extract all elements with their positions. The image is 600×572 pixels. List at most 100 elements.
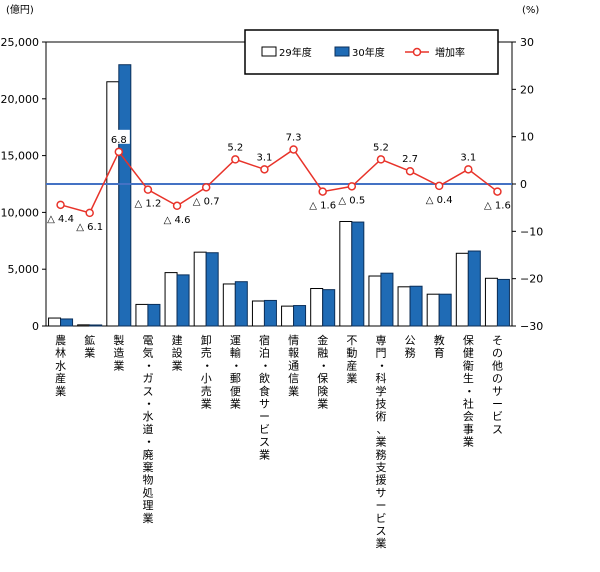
category-char: 食	[259, 384, 270, 398]
category-char: 業	[375, 436, 386, 449]
bar-30-12	[409, 285, 423, 327]
category-char: 便	[230, 385, 241, 398]
bar-30-1	[89, 324, 103, 327]
category-char: 他	[492, 359, 503, 372]
category-char: 農	[55, 333, 66, 347]
rate-label: △ 0.5	[338, 195, 365, 206]
rate-point	[231, 155, 240, 164]
bar-29-3	[135, 303, 149, 327]
rate-point	[143, 185, 153, 194]
category-char: 建	[172, 333, 183, 347]
bar-30-8	[293, 305, 307, 327]
category-char: 売	[201, 347, 212, 360]
category-char: 業	[201, 398, 212, 411]
category-char: ス	[492, 423, 503, 436]
category-char: 業	[346, 372, 357, 385]
category-char: 業	[142, 512, 153, 525]
category-label: 卸売・小売業	[201, 333, 213, 411]
legend-label-30: 30年度	[352, 46, 385, 59]
bar-29-15	[484, 277, 498, 327]
rate-label: 6.8	[111, 135, 127, 146]
category-char: 保	[463, 333, 474, 347]
category-char: 水	[142, 410, 153, 423]
left-axis-unit: (億円)	[6, 3, 34, 16]
bar-29-8	[281, 305, 295, 327]
rate-label: △ 4.4	[47, 214, 74, 225]
category-label: 建設業	[172, 333, 183, 372]
rate-label: △ 0.4	[426, 195, 453, 206]
category-char: 門	[375, 347, 386, 360]
legend: 29年度 30年度 増加率	[244, 29, 499, 75]
category-char: サ	[259, 398, 270, 411]
category-label: 金融・保険業	[317, 333, 329, 411]
bar-30-0	[60, 318, 74, 327]
rate-label: 3.1	[460, 152, 476, 163]
category-char: 宿	[259, 333, 270, 347]
category-char: ス	[375, 525, 386, 538]
category-char: 小	[201, 372, 212, 385]
bar-29-7	[251, 300, 265, 327]
rate-point	[318, 187, 327, 196]
category-char: 輸	[230, 346, 241, 360]
category-char: ・	[318, 359, 329, 372]
category-char: 物	[142, 473, 153, 487]
category-label: 運輸・郵便業	[230, 334, 242, 411]
rate-point	[405, 166, 415, 176]
bar-29-12	[397, 286, 411, 327]
category-char: ・	[202, 359, 213, 372]
category-char: ・	[376, 359, 387, 372]
left-tick-label: 10,000	[1, 206, 40, 219]
legend-label-29: 29年度	[279, 46, 312, 59]
category-char: ・	[143, 398, 154, 411]
right-tick-label: −30	[520, 320, 543, 333]
category-label: 公務	[405, 334, 416, 360]
category-char: 融	[317, 347, 328, 360]
bar-30-13	[438, 293, 452, 327]
rate-point	[493, 187, 502, 196]
category-char: 業	[172, 359, 183, 372]
category-char: 業	[375, 537, 386, 550]
left-tick-label: 5,000	[8, 263, 40, 276]
category-char: 信	[288, 372, 299, 385]
category-char: 務	[405, 346, 416, 360]
category-char: 気	[142, 346, 153, 360]
category-char: サ	[375, 486, 386, 499]
category-char: 公	[405, 334, 416, 347]
rate-point	[56, 200, 65, 210]
category-char: 社	[463, 397, 474, 411]
category-char: 生	[463, 371, 474, 385]
rate-point	[376, 155, 386, 164]
category-char: 卸	[201, 333, 212, 347]
category-char: 棄	[142, 460, 153, 474]
rate-label: 5.2	[373, 142, 389, 153]
category-char: の	[492, 372, 503, 385]
left-tick-label: 20,000	[1, 93, 40, 106]
category-char: ・	[231, 359, 242, 372]
bar-29-9	[310, 288, 324, 327]
right-tick-label: −10	[520, 225, 543, 238]
category-char: 産	[55, 372, 66, 385]
right-tick-label: 20	[520, 83, 534, 96]
category-char: 支	[375, 461, 386, 474]
category-char: 事	[463, 423, 474, 436]
rate-label: △ 1.6	[484, 201, 511, 212]
category-char: 売	[201, 385, 212, 398]
legend-box	[244, 29, 499, 75]
category-char: 業	[317, 398, 328, 411]
bar-30-3	[147, 303, 161, 327]
rate-line	[60, 148, 498, 214]
category-char: 製	[113, 333, 124, 347]
category-char: ス	[259, 436, 270, 449]
category-char: 険	[317, 385, 328, 398]
category-char: ス	[142, 385, 153, 398]
category-char: 鉱	[84, 333, 95, 347]
bar-29-10	[339, 220, 353, 327]
rate-point	[260, 165, 269, 174]
bar-29-0	[48, 317, 62, 327]
rate-label: △ 1.6	[309, 201, 336, 212]
